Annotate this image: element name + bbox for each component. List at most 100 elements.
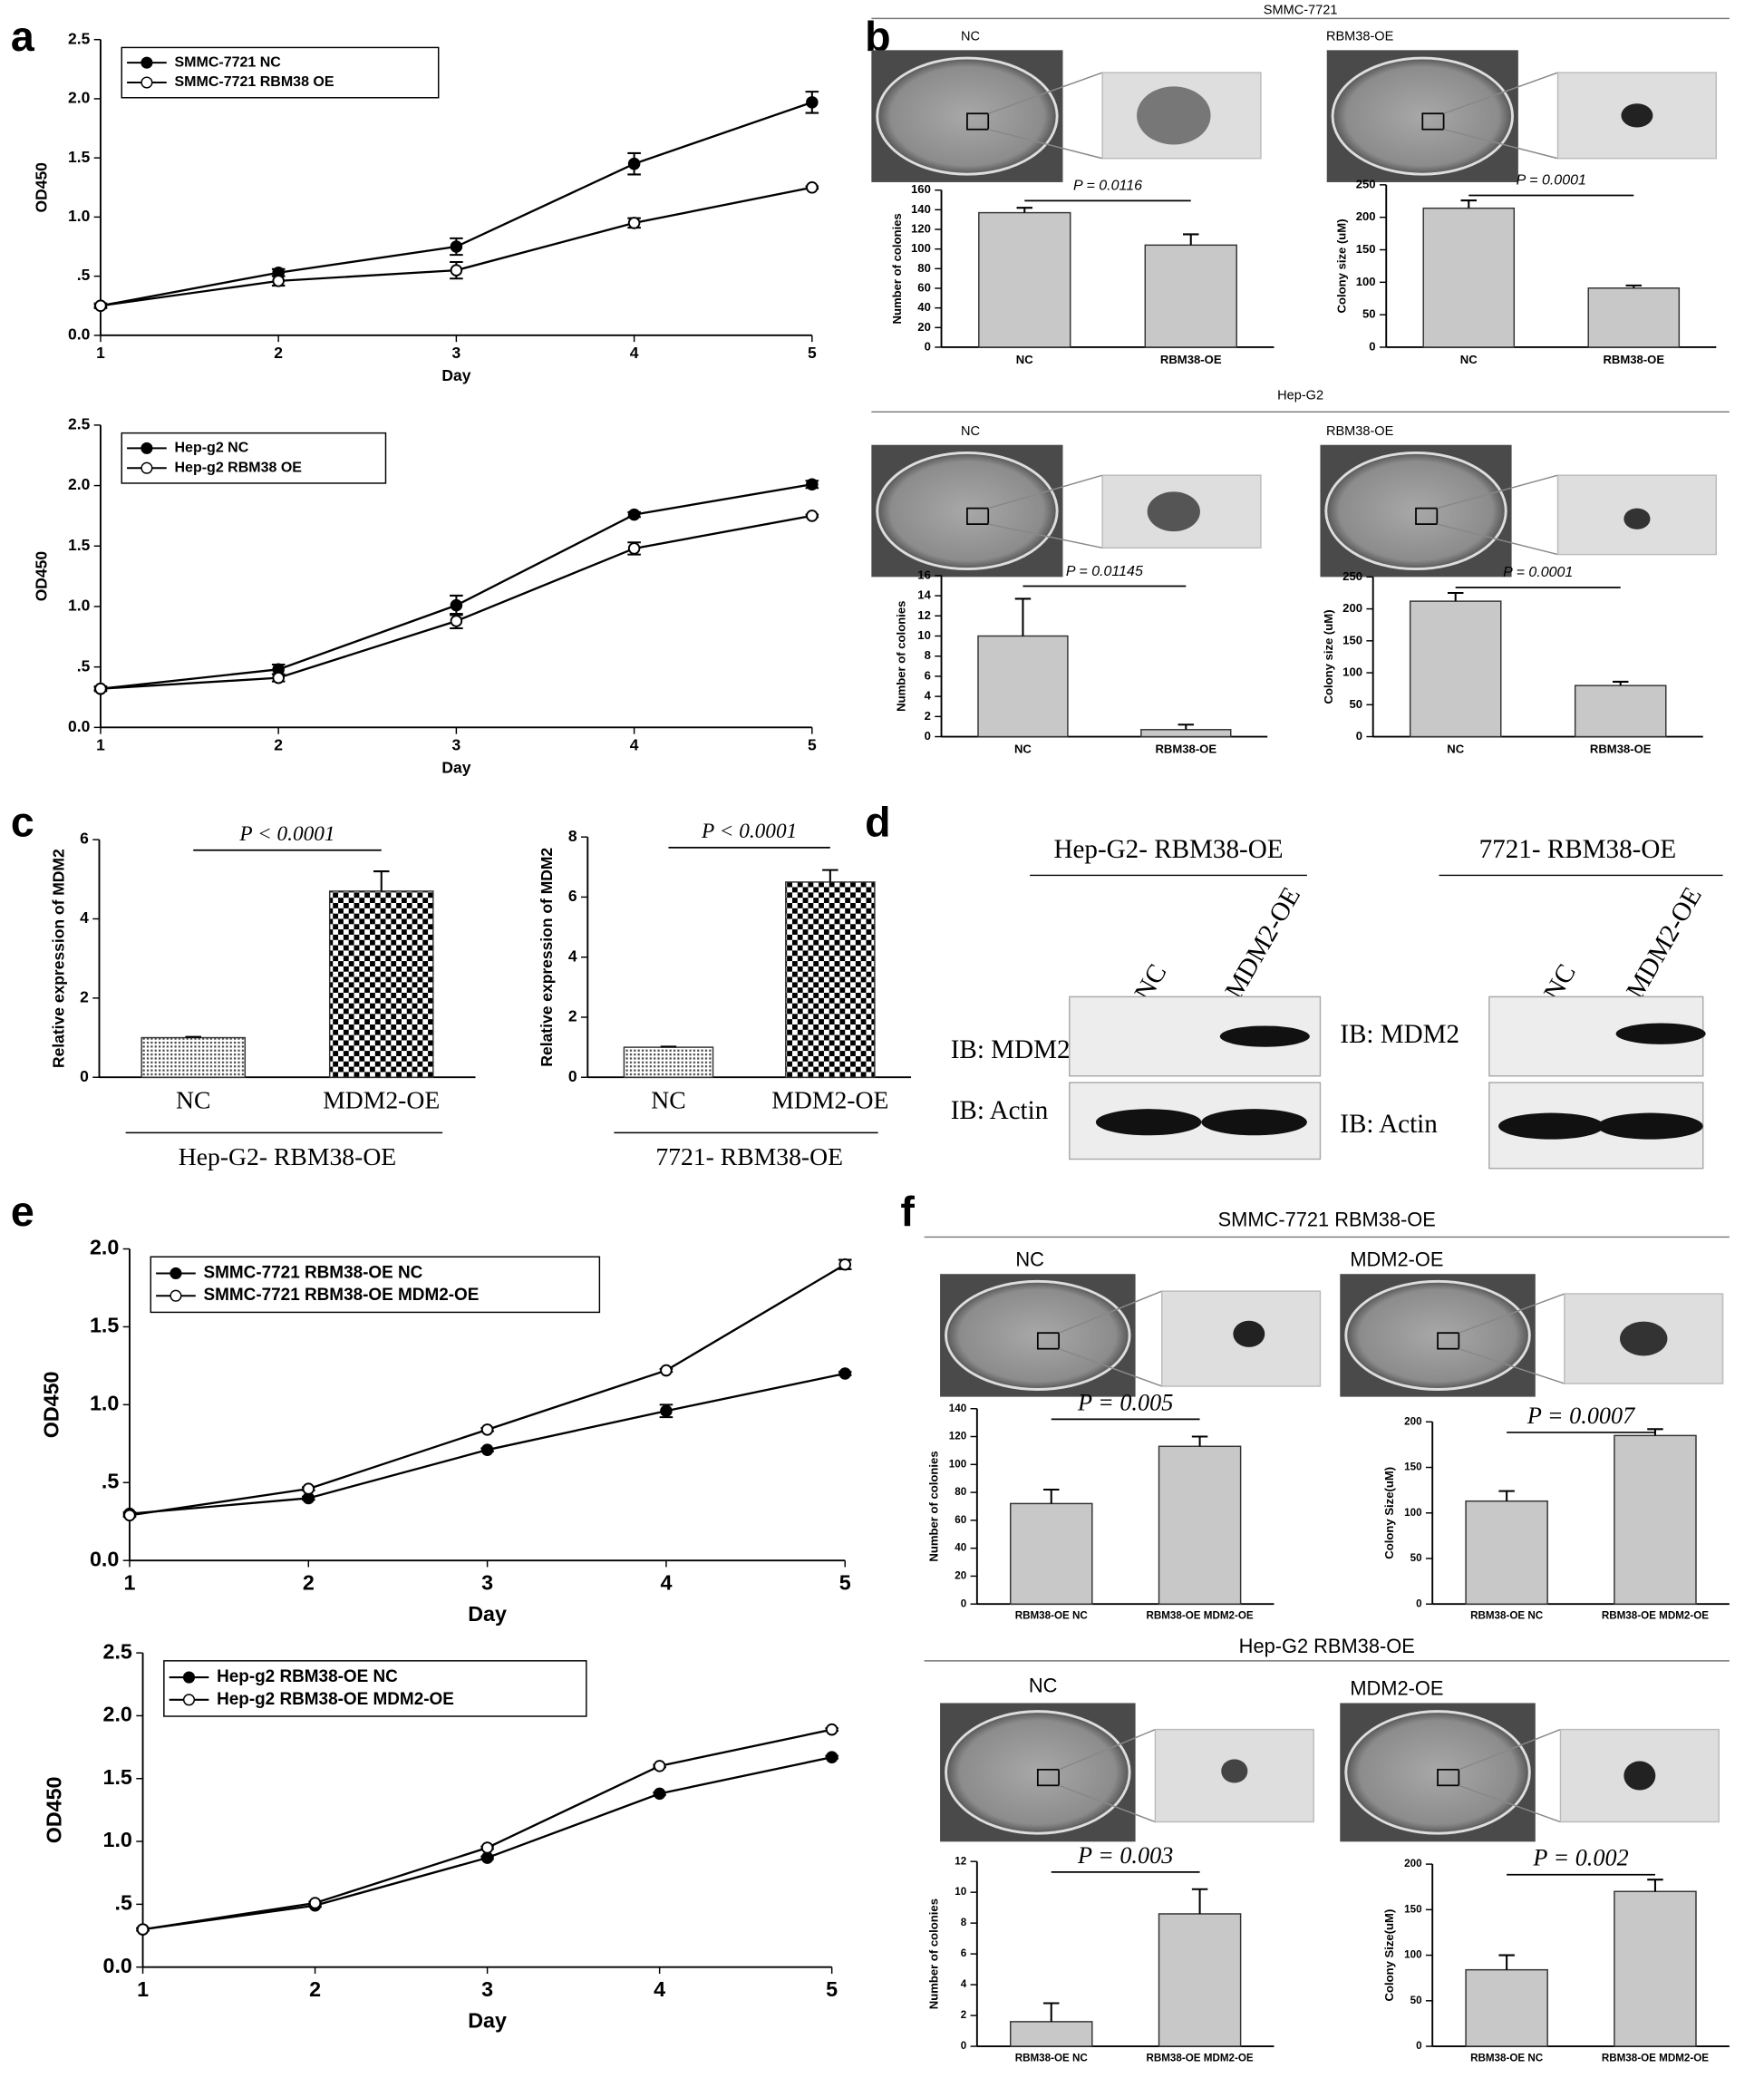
x-axis-label: Day: [468, 1602, 507, 1626]
y-tick-label: 200: [1404, 1858, 1421, 1869]
error-bar: [1191, 1435, 1208, 1447]
data-point: [450, 598, 463, 612]
y-tick-label: 10: [955, 1886, 966, 1898]
data-point: [806, 96, 819, 109]
x-tick-label: NC: [1460, 353, 1478, 366]
group-label: 7721- RBM38-OE: [655, 1142, 843, 1170]
error-bar: [1178, 723, 1195, 730]
p-value: P = 0.0001: [1503, 565, 1573, 580]
y-tick-label: 0: [925, 339, 931, 353]
legend-box: [121, 432, 387, 484]
y-tick-label: 2.0: [68, 475, 90, 493]
p-value: P = 0.01145: [1066, 564, 1143, 579]
legend-label: Hep-g2 NC: [174, 441, 248, 456]
zoom-box: [1415, 507, 1439, 525]
y-tick-label: 12: [917, 608, 931, 622]
zoom-box: [966, 507, 990, 525]
y-tick-label: 140: [949, 1403, 966, 1414]
x-tick-label: 1: [137, 1977, 149, 2001]
blot-row-label: IB: Actin: [1340, 1110, 1438, 1139]
y-tick-label: .5: [77, 266, 91, 284]
y-tick-label: 100: [1356, 275, 1376, 288]
data-point: [825, 1751, 838, 1763]
data-point: [480, 1423, 494, 1436]
y-tick-label: 100: [1342, 665, 1362, 679]
blot-row-label: IB: MDM2: [1340, 1020, 1459, 1049]
x-tick-label: 1: [96, 735, 105, 753]
x-tick-label: NC: [176, 1085, 210, 1113]
blot-title: Hep-G2- RBM38-OE: [1053, 835, 1283, 864]
x-axis-label: Day: [441, 758, 470, 776]
x-tick-label: 1: [96, 344, 105, 362]
y-tick-label: 50: [1410, 1552, 1422, 1564]
legend-marker: [170, 1289, 182, 1302]
y-axis-label: Relative expression of MDM2: [538, 848, 556, 1067]
y-tick-label: 2.5: [103, 1639, 132, 1663]
bar: [623, 1046, 714, 1078]
zoom-line: [1459, 1293, 1565, 1334]
bar: [1409, 600, 1502, 738]
y-tick-label: 6: [961, 1947, 967, 1959]
zoom-box: [1036, 1332, 1060, 1350]
photo-label: NC: [961, 424, 980, 439]
section-header: SMMC-7721 RBM38-OE: [1218, 1209, 1436, 1231]
legend-marker: [141, 442, 153, 454]
x-tick-label: RBM38-OE: [1603, 353, 1664, 366]
y-tick-label: 12: [955, 1855, 966, 1867]
photo-label: NC: [961, 30, 980, 44]
y-tick-label: 150: [1356, 242, 1376, 256]
zoom-box: [966, 112, 990, 131]
x-tick-label: NC: [1447, 743, 1464, 756]
y-tick-label: 1.0: [68, 597, 90, 615]
photo-label: NC: [1029, 1675, 1058, 1697]
x-tick-label: 4: [654, 1977, 665, 2001]
y-tick-label: 1.5: [103, 1765, 132, 1789]
series-line: [129, 1372, 846, 1515]
y-tick-label: 100: [911, 241, 931, 255]
bar: [977, 635, 1069, 738]
y-tick-label: 8: [925, 648, 931, 662]
y-tick-label: 1.5: [68, 536, 91, 554]
y-tick-label: 14: [917, 588, 931, 602]
legend-label: SMMC-7721 RBM38 OE: [174, 74, 334, 90]
x-tick-label: NC: [651, 1085, 685, 1113]
data-point: [450, 615, 463, 627]
error-bar: [1625, 284, 1643, 288]
y-tick-label: 0.0: [68, 325, 90, 343]
legend-marker: [170, 1267, 182, 1280]
blot-band: [1219, 1025, 1310, 1047]
y-tick-label: 0: [1369, 339, 1375, 353]
legend-label: SMMC-7721 NC: [174, 54, 281, 70]
y-tick-label: .5: [102, 1469, 119, 1492]
zoom-line: [988, 474, 1103, 510]
x-axis-label: Day: [441, 366, 470, 384]
y-tick-label: 120: [911, 221, 931, 235]
y-tick-label: 0: [961, 2040, 966, 2052]
zoom-box: [1421, 112, 1445, 131]
bar: [1158, 1913, 1242, 2047]
y-axis-label: Number of colonies: [894, 601, 907, 712]
y-tick-label: 4: [961, 1978, 967, 1990]
y-tick-label: 0.0: [103, 1954, 132, 1977]
zoom-line: [1459, 1728, 1561, 1771]
y-tick-label: 6: [568, 887, 577, 905]
bar: [785, 881, 876, 1078]
error-bar: [660, 1045, 677, 1048]
legend-marker: [182, 1671, 196, 1684]
error-bar: [1612, 680, 1629, 686]
colony: [1221, 1759, 1248, 1783]
data-point: [123, 1509, 136, 1522]
blot-row-label: IB: MDM2: [951, 1035, 1071, 1064]
x-tick-label: 2: [309, 1977, 321, 2001]
colony: [1621, 103, 1653, 128]
y-tick-label: 80: [955, 1486, 966, 1498]
colony: [1137, 86, 1211, 145]
x-tick-label: 3: [452, 344, 461, 362]
zoom-box: [1437, 1768, 1460, 1787]
y-tick-label: 1.5: [90, 1314, 119, 1337]
y-tick-label: 2: [925, 709, 931, 723]
y-tick-label: 60: [955, 1514, 966, 1526]
x-tick-label: NC: [1014, 743, 1032, 756]
y-tick-label: 160: [911, 182, 931, 196]
